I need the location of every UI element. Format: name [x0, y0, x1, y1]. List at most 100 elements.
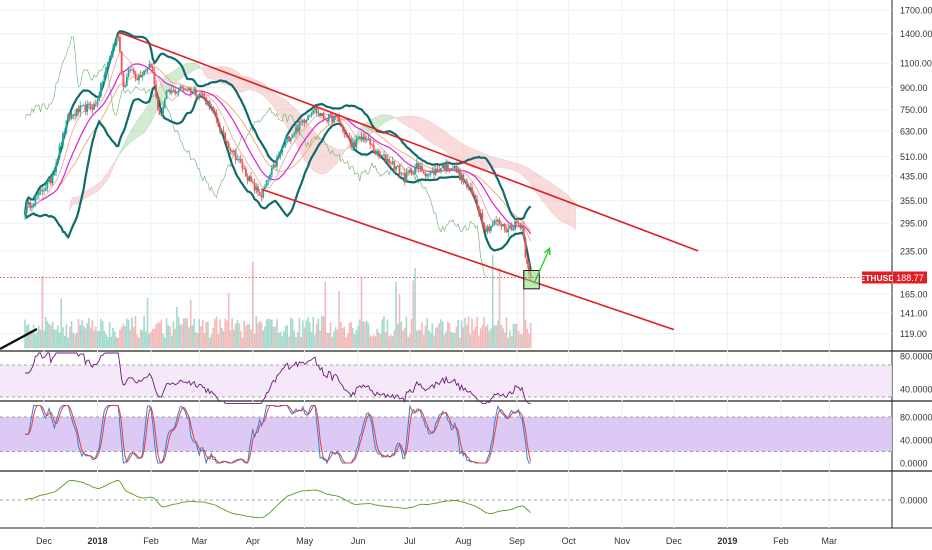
candle-body	[48, 178, 51, 182]
volume-bar	[94, 326, 97, 348]
volume-bar	[364, 322, 366, 348]
volume-bar	[188, 327, 190, 348]
volume-bar	[239, 330, 242, 348]
candle-body	[298, 121, 301, 131]
candle-body	[93, 103, 95, 110]
time-tick-label: Dec	[666, 536, 683, 546]
volume-bar	[396, 323, 399, 348]
volume-bar	[105, 334, 107, 348]
last-price-tag	[893, 271, 927, 284]
candle-body	[262, 188, 265, 198]
volume-bar	[53, 329, 56, 348]
volume-bar	[124, 325, 126, 348]
candle-body	[503, 224, 506, 231]
volume-bar	[36, 332, 38, 348]
volume-bar	[151, 328, 154, 348]
candle-body	[426, 174, 429, 177]
candle-body	[334, 114, 337, 116]
candle-body	[246, 176, 249, 181]
candle-body	[452, 167, 454, 169]
candle-body	[517, 223, 520, 224]
symbol-tag-box	[862, 271, 892, 284]
candle-body	[296, 127, 299, 131]
candle-body	[257, 186, 259, 193]
volume-bar	[145, 331, 147, 348]
candle-body	[355, 139, 358, 148]
candle-body	[151, 66, 154, 73]
candle-body	[241, 162, 244, 169]
volume-bar	[184, 318, 187, 348]
drawings	[0, 31, 699, 351]
volume-bar	[310, 332, 313, 348]
candle-body	[44, 188, 47, 191]
candle-body	[521, 225, 523, 229]
candle-body	[431, 170, 434, 173]
candle-body	[498, 219, 501, 225]
volume-bar	[74, 334, 76, 348]
candle-body	[167, 89, 170, 92]
candle-body	[120, 51, 123, 74]
volume-bar	[303, 327, 306, 348]
volume-bar	[72, 332, 75, 348]
candle-body	[472, 192, 475, 196]
volume-bar	[34, 334, 37, 348]
candle-body	[134, 73, 137, 79]
price-tick-label: 630.00	[900, 126, 928, 136]
candle-body	[184, 89, 187, 91]
volume-bar	[191, 324, 194, 348]
candle-body	[77, 108, 80, 113]
indicator-tick-label: 80.0000	[900, 352, 932, 362]
candle-body	[255, 186, 258, 191]
volume-bar	[265, 319, 268, 348]
candle-body	[322, 113, 325, 120]
volume-bar	[174, 328, 176, 348]
volume-bar	[91, 320, 94, 348]
candle-body	[348, 137, 351, 140]
candle-body	[160, 114, 163, 116]
candle-body	[119, 36, 121, 52]
volume-bar	[67, 337, 69, 348]
volume-bar	[317, 318, 320, 348]
volume-bar	[215, 316, 218, 348]
volume-bar	[383, 316, 385, 348]
candle-body	[446, 163, 449, 170]
volume-bar	[172, 321, 175, 348]
candle-body	[462, 174, 465, 183]
volume-bar	[457, 319, 459, 348]
volume-bar	[60, 298, 63, 348]
candle-body	[336, 114, 339, 117]
candle-body	[307, 116, 309, 120]
candle-body	[172, 90, 175, 91]
candle-body	[507, 228, 510, 232]
candle-body	[150, 64, 152, 67]
candle-body	[519, 223, 522, 229]
candle-body	[403, 173, 406, 182]
volume-bar	[426, 318, 428, 348]
candle-body	[317, 112, 320, 114]
volume-bar	[231, 318, 233, 348]
candle-body	[24, 213, 26, 216]
volume-bar	[164, 337, 166, 348]
volume-bar	[436, 326, 439, 348]
candle-body	[476, 199, 479, 207]
volume-bar	[196, 333, 199, 348]
volume-bar	[448, 322, 451, 348]
volume-bar	[479, 328, 482, 348]
support-zone-box	[523, 269, 540, 290]
candle-body	[101, 82, 104, 84]
price-tick-label: 355.00	[900, 196, 928, 206]
candle-body	[405, 171, 408, 182]
volume-bar	[324, 281, 327, 348]
time-tick-label: Apr	[246, 536, 260, 546]
volume-bar	[165, 318, 168, 348]
candle-body	[486, 226, 489, 232]
candle-body	[488, 226, 491, 231]
volume-bar	[63, 335, 66, 348]
oscillator-line	[24, 479, 531, 519]
volume-bar	[472, 330, 475, 348]
candle-body	[248, 176, 251, 181]
volume-bar	[388, 336, 390, 348]
volume-bar	[43, 330, 45, 348]
candle-body	[300, 121, 303, 123]
